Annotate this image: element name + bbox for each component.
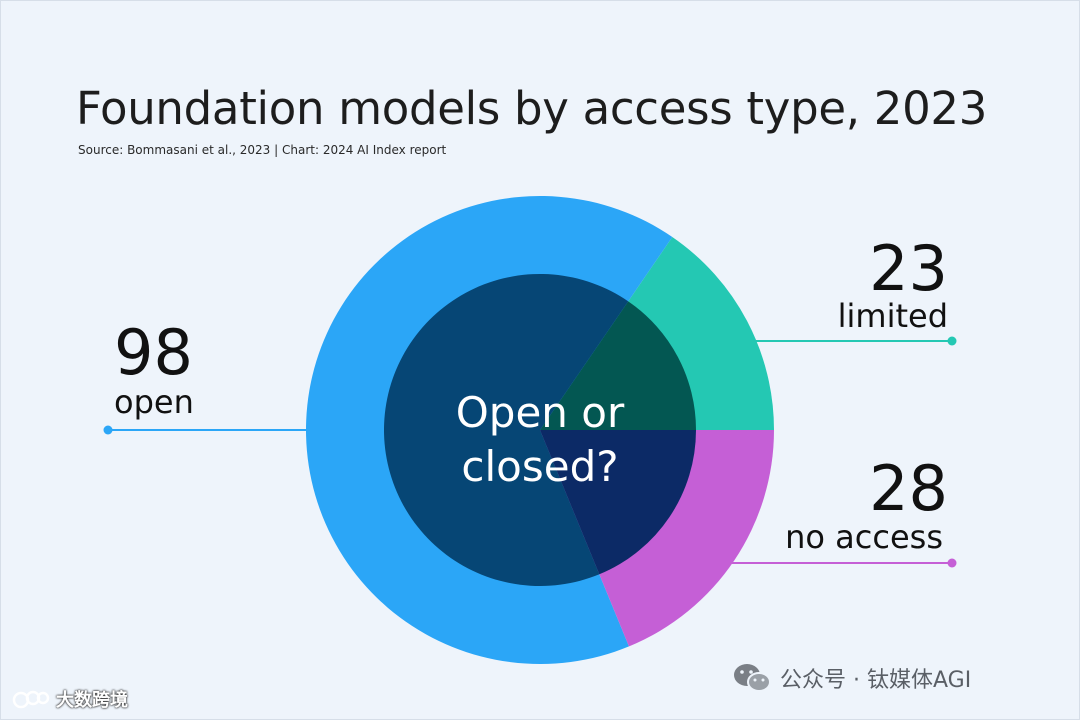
value-label-limited: 23: [869, 232, 948, 305]
inner-slice-no-access: [540, 430, 696, 575]
wechat-watermark-text: 公众号 · 钛媒体AGI: [780, 668, 972, 693]
center-text-line-1: Open or: [455, 388, 625, 437]
chart-title: Foundation models by access type, 2023: [76, 82, 988, 135]
corner-watermark: 大数跨境: [12, 686, 128, 712]
slice-label-limited: limited: [837, 297, 948, 335]
center-text: Open or closed?: [400, 386, 680, 494]
wechat-watermark: 公众号 · 钛媒体AGI: [732, 662, 971, 694]
inner-slice-limited: [540, 301, 696, 430]
leader-lines: [103, 336, 957, 568]
slice-label-no-access: no access: [785, 518, 943, 556]
inner-slice-open: [384, 273, 629, 586]
corner-watermark-text: 大数跨境: [56, 690, 128, 711]
value-label-no-access: 28: [869, 452, 948, 525]
leader-dot-open: [103, 425, 113, 435]
leader-dot-no-access: [947, 558, 957, 568]
chart-subtitle: Source: Bommasani et al., 2023 | Chart: …: [78, 143, 447, 157]
slice-label-open: open: [114, 383, 194, 421]
wechat-icon: [734, 664, 771, 692]
corner-logo-icon: [12, 690, 50, 709]
center-text-line-2: closed?: [461, 442, 619, 491]
value-label-open: 98: [114, 316, 193, 389]
leader-dot-limited: [947, 336, 957, 346]
inner-disc: [384, 273, 696, 586]
